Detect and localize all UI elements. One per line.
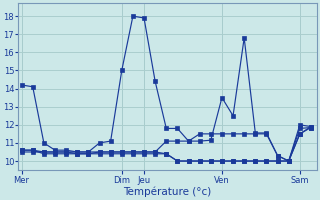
X-axis label: Température (°c): Température (°c) — [123, 186, 212, 197]
